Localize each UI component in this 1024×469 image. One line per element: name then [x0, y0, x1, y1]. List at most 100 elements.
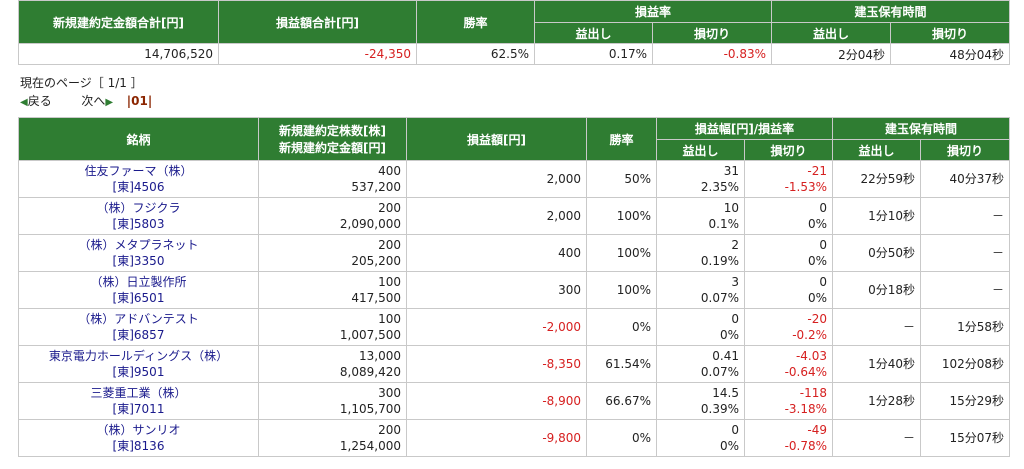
header-loss-rate: 損切り	[651, 22, 773, 44]
stock-code[interactable]: [東]9501	[112, 365, 165, 379]
stock-cell[interactable]: 三菱重工業（株） [東]7011	[18, 382, 259, 420]
profit-width: 3	[731, 275, 739, 289]
next-link[interactable]: 次へ	[81, 94, 106, 108]
stock-code[interactable]: [東]5803	[112, 217, 165, 231]
profit-range-cell: 2 0.19%	[656, 234, 745, 272]
stock-code[interactable]: [東]3350	[112, 254, 165, 268]
summary-table: 新規建約定金額合計[円] 損益額合計[円] 勝率 損益率 建玉保有時間 益出し …	[18, 0, 1011, 65]
stock-name[interactable]: （株）フジクラ	[96, 201, 181, 215]
loss-width: 0	[819, 238, 828, 252]
win-rate-value: 0%	[586, 419, 657, 457]
table-row: （株）日立製作所 [東]6501 100 417,500 300 100% 3 0.07% 0 0…	[18, 271, 1011, 309]
qty-value: 400	[378, 164, 401, 178]
stock-name[interactable]: （株）サンリオ	[96, 423, 181, 437]
stock-cell[interactable]: （株）サンリオ [東]8136	[18, 419, 259, 457]
header-amount: 新規建約定金額[円]	[279, 141, 386, 155]
amount-value: 2,090,000	[339, 217, 401, 231]
win-rate-value: 66.67%	[586, 382, 657, 420]
profit-range-cell: 31 2.35%	[656, 160, 745, 198]
stock-cell[interactable]: 東京電力ホールディングス（株） [東]9501	[18, 345, 259, 383]
stock-cell[interactable]: （株）フジクラ [東]5803	[18, 197, 259, 235]
qty-amount-cell: 200 205,200	[258, 234, 407, 272]
amount-value: 537,200	[351, 180, 401, 194]
loss-time-value: 15分29秒	[920, 382, 1011, 420]
page-number-link[interactable]: |01|	[126, 94, 153, 108]
stock-cell[interactable]: （株）メタプラネット [東]3350	[18, 234, 259, 272]
profit-rate: 0.19%	[700, 254, 739, 268]
table-row: 三菱重工業（株） [東]7011 300 1,105,700 -8,900 66.67% 1…	[18, 382, 1011, 420]
loss-time-value: 15分07秒	[920, 419, 1011, 457]
qty-amount-cell: 400 537,200	[258, 160, 407, 198]
win-rate-value: 100%	[586, 234, 657, 272]
prev-arrow-icon[interactable]: ◀	[20, 97, 28, 108]
stock-code[interactable]: [東]6857	[112, 328, 165, 342]
summary-total-pl: -24,350	[218, 43, 417, 65]
stock-name[interactable]: （株）アドバンテスト	[78, 312, 199, 326]
summary-loss-time: 48分04秒	[890, 43, 1011, 65]
loss-range-cell: -21 -1.53%	[743, 160, 834, 198]
stock-code[interactable]: [東]8136	[112, 439, 165, 453]
next-arrow-icon[interactable]: ▶	[105, 97, 114, 108]
header-loss-range: 損切り	[743, 139, 834, 161]
qty-value: 100	[378, 275, 401, 289]
stock-name[interactable]: （株）日立製作所	[90, 275, 187, 289]
profit-rate: 0.1%	[708, 217, 740, 231]
header-loss-time: 損切り	[890, 22, 1011, 44]
qty-value: 200	[378, 423, 401, 437]
pl-value: -8,350	[406, 345, 587, 383]
stock-cell[interactable]: （株）アドバンテスト [東]6857	[18, 308, 259, 346]
profit-width: 31	[723, 164, 739, 178]
loss-range-cell: 0 0%	[743, 271, 834, 309]
profit-width: 0	[731, 423, 739, 437]
win-rate-value: 100%	[586, 271, 657, 309]
loss-rate: -0.64%	[784, 365, 828, 379]
stock-code[interactable]: [東]6501	[112, 291, 165, 305]
stock-name[interactable]: 東京電力ホールディングス（株）	[48, 349, 229, 363]
qty-amount-cell: 300 1,105,700	[258, 382, 407, 420]
pl-value: -8,900	[406, 382, 587, 420]
profit-width: 0	[731, 312, 739, 326]
qty-amount-cell: 100 417,500	[258, 271, 407, 309]
profit-rate: 2.35%	[700, 180, 739, 194]
profit-width: 14.5	[712, 386, 739, 400]
profit-time-value: 1分28秒	[832, 382, 922, 420]
amount-value: 417,500	[351, 291, 401, 305]
profit-rate: 0.07%	[700, 365, 739, 379]
loss-width: -4.03	[795, 349, 828, 363]
pager-nav: ◀戻る 次へ▶ |01|	[20, 92, 152, 109]
header-hold-time: 建玉保有時間	[832, 117, 1011, 140]
loss-range-cell: -4.03 -0.64%	[743, 345, 834, 383]
qty-amount-cell: 200 2,090,000	[258, 197, 407, 235]
stock-cell[interactable]: （株）日立製作所 [東]6501	[18, 271, 259, 309]
qty-value: 100	[378, 312, 401, 326]
summary-row: 14,706,520 -24,350 62.5% 0.17% -0.83% 2分…	[18, 43, 1011, 65]
profit-time-value: 0分50秒	[832, 234, 922, 272]
stock-code[interactable]: [東]7011	[112, 402, 165, 416]
summary-profit-rate: 0.17%	[534, 43, 653, 65]
pl-value: -9,800	[406, 419, 587, 457]
profit-time-value: 22分59秒	[832, 160, 922, 198]
header-stock: 銘柄	[18, 117, 259, 161]
loss-width: 0	[819, 275, 828, 289]
stock-name[interactable]: 三菱重工業（株）	[90, 386, 187, 400]
stock-name[interactable]: 住友ファーマ（株）	[84, 164, 193, 178]
profit-rate: 0.07%	[700, 291, 739, 305]
stock-name[interactable]: （株）メタプラネット	[78, 238, 199, 252]
stock-code[interactable]: [東]4506	[112, 180, 165, 194]
summary-win-rate: 62.5%	[416, 43, 535, 65]
loss-width: -49	[807, 423, 828, 437]
pager-current-page: 現在のページ［ 1/1 ］	[20, 76, 143, 90]
win-rate-value: 100%	[586, 197, 657, 235]
profit-range-cell: 10 0.1%	[656, 197, 745, 235]
stock-cell[interactable]: 住友ファーマ（株） [東]4506	[18, 160, 259, 198]
loss-time-value: －	[920, 234, 1011, 272]
loss-rate: -3.18%	[784, 402, 828, 416]
qty-value: 13,000	[359, 349, 401, 363]
loss-rate: 0%	[807, 217, 828, 231]
prev-link[interactable]: 戻る	[27, 94, 52, 108]
header-profit-time: 益出し	[771, 22, 892, 44]
stock-results-table: 銘柄 新規建約定株数[株] 新規建約定金額[円] 損益額[円] 勝率 損益幅[円…	[18, 117, 1011, 457]
profit-rate: 0%	[719, 328, 739, 342]
table-row: 住友ファーマ（株） [東]4506 400 537,200 2,000 50% 31 2.35…	[18, 160, 1011, 198]
pl-value: 400	[406, 234, 587, 272]
